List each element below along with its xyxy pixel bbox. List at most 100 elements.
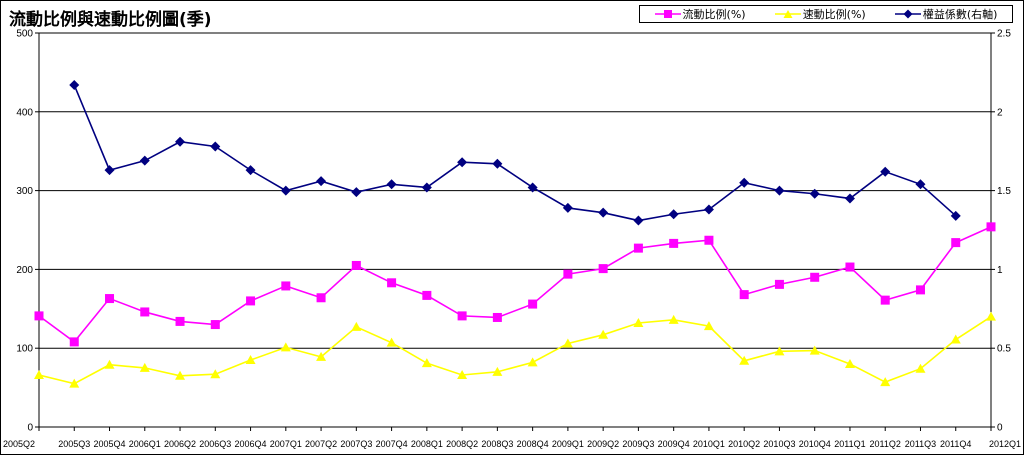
data-point-current-ratio — [880, 295, 890, 305]
data-point-equity-multiplier — [386, 179, 397, 190]
y-right-tick-label: 1 — [997, 265, 1003, 276]
x-tick-label: 2010Q2 — [728, 439, 760, 449]
x-tick-label: 2007Q3 — [340, 439, 372, 449]
data-point-equity-multiplier — [915, 179, 926, 190]
x-tick-label: 2012Q1 — [989, 439, 1021, 449]
data-point-current-ratio — [810, 272, 820, 282]
x-tick-label: 2009Q3 — [622, 439, 654, 449]
data-point-quick-ratio — [34, 369, 44, 379]
data-point-current-ratio — [457, 311, 467, 321]
data-point-current-ratio — [845, 262, 855, 272]
x-tick-label: 2008Q2 — [446, 439, 478, 449]
x-tick-label: 2011Q3 — [905, 439, 936, 449]
data-point-quick-ratio — [316, 351, 327, 361]
x-tick-label: 2010Q4 — [799, 439, 831, 449]
data-point-current-ratio — [492, 312, 502, 322]
chart-title: 流動比例與速動比例圖(季) — [9, 10, 212, 30]
data-point-quick-ratio — [280, 342, 291, 352]
data-point-current-ratio — [175, 316, 185, 326]
x-tick-label: 2009Q2 — [587, 439, 619, 449]
data-point-current-ratio — [563, 269, 573, 279]
data-point-current-ratio — [633, 243, 643, 253]
data-point-quick-ratio — [668, 314, 679, 324]
data-point-current-ratio — [986, 222, 996, 232]
data-point-equity-multiplier — [492, 158, 503, 169]
data-point-current-ratio — [210, 320, 220, 330]
data-point-quick-ratio — [703, 321, 714, 331]
y-right-tick-label: 0.5 — [997, 344, 1011, 355]
data-point-quick-ratio — [915, 363, 926, 373]
y-left-tick-label: 400 — [16, 107, 33, 118]
x-tick-label: 2011Q4 — [940, 439, 971, 449]
data-point-current-ratio — [105, 294, 115, 304]
data-point-equity-multiplier — [245, 165, 256, 176]
data-point-equity-multiplier — [598, 207, 609, 218]
y-left-tick-label: 200 — [16, 265, 33, 276]
x-tick-label: 2008Q4 — [517, 439, 549, 449]
x-tick-label: 2008Q3 — [481, 439, 513, 449]
data-point-equity-multiplier — [774, 185, 785, 196]
legend-label-current-ratio: 流動比例(%) — [682, 8, 746, 21]
data-point-equity-multiplier — [562, 202, 573, 213]
legend-swatch-quick-ratio — [774, 10, 801, 18]
data-point-quick-ratio — [844, 358, 855, 368]
data-point-current-ratio — [140, 307, 150, 317]
data-point-equity-multiplier — [739, 177, 750, 188]
data-point-quick-ratio — [104, 359, 115, 369]
x-tick-label: 2007Q2 — [305, 439, 337, 449]
data-point-quick-ratio — [986, 311, 996, 321]
data-point-current-ratio — [669, 238, 679, 248]
data-point-current-ratio — [915, 285, 925, 295]
data-point-current-ratio — [598, 264, 608, 274]
data-point-quick-ratio — [739, 355, 750, 365]
data-point-equity-multiplier — [316, 176, 327, 187]
data-point-current-ratio — [34, 311, 44, 321]
data-point-quick-ratio — [880, 377, 891, 387]
data-point-quick-ratio — [527, 357, 538, 367]
data-point-quick-ratio — [175, 370, 186, 380]
data-point-quick-ratio — [774, 346, 785, 356]
x-tick-label: 2006Q4 — [235, 439, 267, 449]
data-point-equity-multiplier — [457, 157, 468, 168]
legend-item-quick-ratio: 速動比例(%) — [774, 6, 866, 22]
data-point-quick-ratio — [950, 334, 961, 344]
data-point-quick-ratio — [69, 378, 80, 388]
series-line-quick-ratio — [38, 316, 992, 385]
data-point-equity-multiplier — [703, 204, 714, 215]
y-left-tick-label: 0 — [27, 423, 33, 434]
data-point-quick-ratio — [351, 321, 362, 331]
data-point-current-ratio — [281, 281, 291, 291]
series-line-equity-multiplier — [73, 84, 957, 222]
series — [34, 80, 996, 388]
data-point-equity-multiplier — [210, 141, 221, 152]
data-point-current-ratio — [387, 278, 397, 288]
x-tick-label: 2009Q1 — [552, 439, 584, 449]
data-point-equity-multiplier — [844, 193, 855, 204]
legend-swatch-current-ratio — [654, 10, 681, 18]
y-left-tick-label: 100 — [16, 344, 33, 355]
x-tick-label: 2006Q3 — [199, 439, 231, 449]
x-tick-label: 2005Q2 — [3, 439, 35, 449]
data-point-equity-multiplier — [280, 185, 291, 196]
data-point-current-ratio — [69, 337, 79, 347]
x-tick-label: 2008Q1 — [411, 439, 443, 449]
data-point-equity-multiplier — [950, 210, 961, 221]
y-right-tick-label: 2 — [997, 107, 1003, 118]
y-right-tick-label: 1.5 — [997, 186, 1011, 197]
y-right-tick-label: 0 — [997, 423, 1003, 434]
x-tick-label: 2007Q1 — [270, 439, 302, 449]
x-tick-label: 2011Q1 — [834, 439, 865, 449]
x-tick-label: 2010Q3 — [763, 439, 795, 449]
data-point-equity-multiplier — [139, 155, 150, 166]
y-left-tick-label: 300 — [16, 186, 33, 197]
data-point-quick-ratio — [492, 366, 503, 376]
legend-swatch-equity-multiplier — [894, 9, 921, 19]
data-point-quick-ratio — [139, 362, 150, 372]
x-tick-label: 2009Q4 — [658, 439, 690, 449]
legend-item-current-ratio: 流動比例(%) — [654, 6, 746, 22]
data-point-equity-multiplier — [104, 165, 115, 176]
data-point-current-ratio — [246, 296, 256, 306]
data-point-current-ratio — [739, 290, 749, 300]
data-point-equity-multiplier — [880, 166, 891, 177]
data-point-current-ratio — [316, 293, 326, 303]
